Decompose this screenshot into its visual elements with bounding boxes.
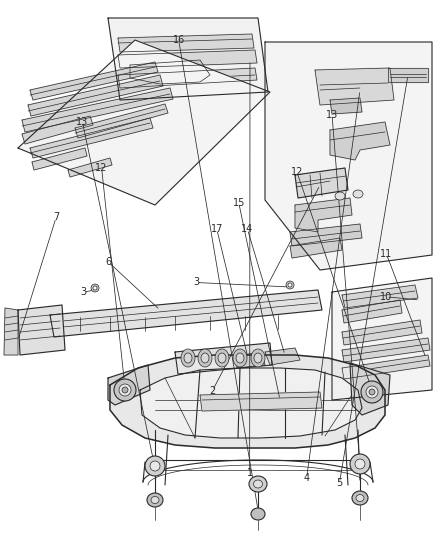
Polygon shape <box>22 88 173 132</box>
Polygon shape <box>265 42 432 270</box>
Polygon shape <box>342 320 422 345</box>
Ellipse shape <box>350 454 370 474</box>
Ellipse shape <box>353 190 363 198</box>
Text: 1: 1 <box>247 469 253 478</box>
Text: 5: 5 <box>336 478 343 488</box>
Ellipse shape <box>254 480 262 488</box>
Polygon shape <box>28 75 163 116</box>
Ellipse shape <box>91 284 99 292</box>
Text: 12: 12 <box>95 163 108 173</box>
Polygon shape <box>130 60 210 84</box>
Polygon shape <box>342 338 430 362</box>
Ellipse shape <box>366 386 378 398</box>
Text: 12: 12 <box>291 167 303 177</box>
Polygon shape <box>332 278 432 400</box>
Ellipse shape <box>356 495 364 502</box>
Ellipse shape <box>249 476 267 492</box>
Polygon shape <box>50 290 322 337</box>
Text: 13: 13 <box>76 117 88 126</box>
Ellipse shape <box>145 456 165 476</box>
Ellipse shape <box>254 353 262 363</box>
Ellipse shape <box>184 353 192 363</box>
Polygon shape <box>342 355 430 379</box>
Ellipse shape <box>352 491 368 505</box>
Ellipse shape <box>147 493 163 507</box>
Ellipse shape <box>233 349 247 367</box>
Ellipse shape <box>286 281 294 289</box>
Text: 13: 13 <box>326 110 338 119</box>
Polygon shape <box>295 198 352 232</box>
Polygon shape <box>315 68 394 105</box>
Ellipse shape <box>119 384 131 396</box>
Ellipse shape <box>198 349 212 367</box>
Ellipse shape <box>218 353 226 363</box>
Ellipse shape <box>355 459 365 469</box>
Polygon shape <box>350 363 390 415</box>
Text: 3: 3 <box>193 278 199 287</box>
Text: 14: 14 <box>241 224 254 234</box>
Polygon shape <box>22 116 93 144</box>
Polygon shape <box>342 300 402 323</box>
Polygon shape <box>108 365 150 405</box>
Polygon shape <box>200 392 322 411</box>
Ellipse shape <box>201 353 209 363</box>
Polygon shape <box>235 352 265 368</box>
Polygon shape <box>108 18 268 100</box>
Ellipse shape <box>151 497 159 504</box>
Ellipse shape <box>181 349 195 367</box>
Ellipse shape <box>361 381 383 403</box>
Ellipse shape <box>93 286 97 290</box>
Polygon shape <box>140 368 362 438</box>
Polygon shape <box>295 168 348 198</box>
Polygon shape <box>330 122 390 160</box>
Ellipse shape <box>150 461 160 471</box>
Text: 7: 7 <box>53 213 59 222</box>
Ellipse shape <box>215 349 229 367</box>
Ellipse shape <box>288 283 292 287</box>
Ellipse shape <box>335 192 345 200</box>
Polygon shape <box>110 355 385 448</box>
Ellipse shape <box>251 508 265 520</box>
Polygon shape <box>265 348 300 365</box>
Polygon shape <box>68 158 112 177</box>
Polygon shape <box>175 343 272 374</box>
Polygon shape <box>30 118 153 158</box>
Polygon shape <box>118 68 257 88</box>
Polygon shape <box>118 34 254 52</box>
Polygon shape <box>290 238 342 258</box>
Text: 2: 2 <box>209 386 215 395</box>
Text: 15: 15 <box>233 198 245 207</box>
Polygon shape <box>32 148 87 170</box>
Polygon shape <box>290 224 362 246</box>
Polygon shape <box>388 68 428 82</box>
Ellipse shape <box>114 379 136 401</box>
Text: 6: 6 <box>106 257 112 267</box>
Text: 17: 17 <box>211 224 223 234</box>
Polygon shape <box>18 40 270 205</box>
Polygon shape <box>4 308 18 355</box>
Ellipse shape <box>122 387 128 393</box>
Ellipse shape <box>236 353 244 363</box>
Polygon shape <box>18 305 65 355</box>
Text: 10: 10 <box>380 292 392 302</box>
Ellipse shape <box>251 349 265 367</box>
Ellipse shape <box>369 389 375 395</box>
Text: 16: 16 <box>173 35 185 45</box>
Polygon shape <box>118 50 257 68</box>
Polygon shape <box>330 98 362 114</box>
Polygon shape <box>30 62 158 100</box>
Text: 4: 4 <box>304 473 310 483</box>
Text: 3: 3 <box>80 287 86 297</box>
Text: 11: 11 <box>380 249 392 259</box>
Polygon shape <box>342 285 418 308</box>
Polygon shape <box>75 104 168 138</box>
